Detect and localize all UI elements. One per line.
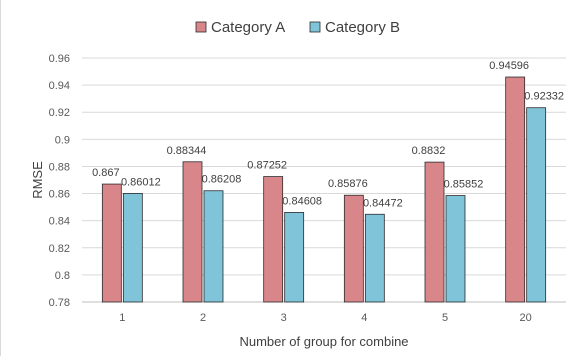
data-label: 0.94596 [489,60,529,72]
data-label: 0.84608 [282,195,322,207]
bar-category-a [263,176,284,303]
x-tick-label: 4 [361,312,367,324]
legend-label-category-b: Category B [325,19,400,36]
bar-category-a [424,161,445,303]
bar-category-b [284,212,305,303]
bar-category-b [445,195,466,303]
bar-category-a [505,76,526,303]
data-label: 0.85852 [444,179,484,191]
y-tick-label: 0.8 [55,270,70,282]
data-label: 0.867 [92,167,120,179]
x-tick-label: 5 [442,312,448,324]
y-tick-label: 0.84 [49,216,70,228]
x-tick-label: 3 [281,312,287,324]
x-tick-label: 2 [200,312,206,324]
y-axis-title: RMSE [30,161,45,199]
data-label: 0.86208 [202,174,242,186]
y-tick-label: 0.96 [49,53,70,65]
data-label: 0.85876 [328,178,368,190]
x-tick-label: 1 [119,312,125,324]
data-label: 0.84472 [363,197,403,209]
bar-category-b [203,190,224,303]
data-label: 0.86012 [121,176,161,188]
bar-category-b [526,107,547,303]
y-tick-label: 0.9 [55,134,70,146]
y-tick-label: 0.88 [49,161,70,173]
x-axis-title: Number of group for combine [239,334,408,349]
legend-swatch-category-b [309,21,321,33]
legend-label-category-a: Category A [211,19,285,36]
legend-swatch-category-a [195,21,207,33]
bar-category-a [101,183,122,303]
bar-category-a [343,194,364,303]
bar-category-b [122,192,143,303]
bar-category-a [182,161,203,303]
data-label: 0.87252 [247,160,287,172]
x-tick-label: 20 [520,312,532,324]
bar-category-b [364,213,385,303]
data-label: 0.92332 [524,91,564,103]
data-label: 0.8832 [412,145,446,157]
y-tick-label: 0.94 [49,80,70,92]
y-tick-label: 0.82 [49,243,70,255]
y-tick-label: 0.86 [49,189,70,201]
y-tick-label: 0.78 [49,297,70,309]
y-tick-label: 0.92 [49,107,70,119]
data-label: 0.88344 [167,145,207,157]
